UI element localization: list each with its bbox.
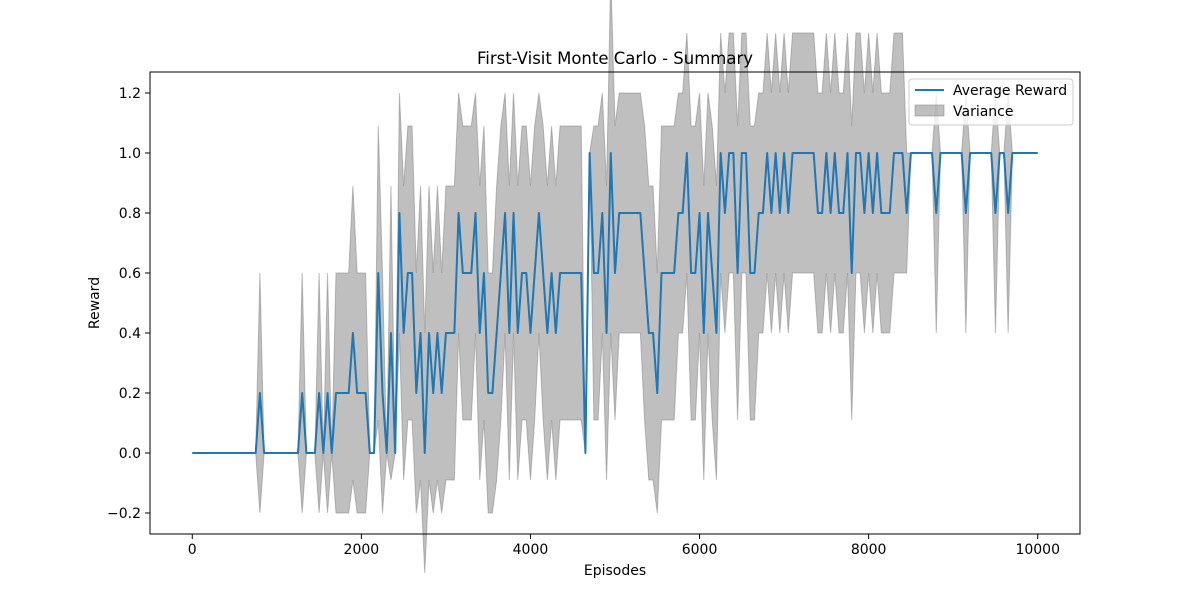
- x-tick-label: 10000: [1015, 542, 1060, 558]
- x-tick-label: 2000: [344, 542, 380, 558]
- legend-label-variance: Variance: [953, 104, 1013, 120]
- x-axis: 0 2000 4000 6000 8000 10000: [188, 534, 1060, 558]
- y-tick-label: 0.2: [119, 386, 141, 402]
- y-tick-label: 0.8: [119, 206, 141, 222]
- x-axis-label: Episodes: [584, 563, 646, 579]
- legend-band-icon: [914, 104, 945, 117]
- x-tick-label: 8000: [851, 542, 887, 558]
- y-tick-label: 1.0: [119, 146, 141, 162]
- y-tick-label: 0.6: [119, 266, 141, 282]
- y-tick-label: 1.2: [119, 86, 141, 102]
- y-tick-label: 0.4: [119, 326, 141, 342]
- chart-title: First-Visit Monte Carlo - Summary: [477, 49, 753, 68]
- average-reward-line: [192, 152, 1038, 454]
- legend-label-average-reward: Average Reward: [953, 83, 1067, 99]
- y-axis: −0.2 0.0 0.2 0.4 0.6 0.8 1.0 1.2: [107, 86, 150, 522]
- x-tick-label: 4000: [513, 542, 549, 558]
- legend: Average Reward Variance: [908, 78, 1074, 126]
- x-tick-label: 6000: [682, 542, 718, 558]
- legend-box: [908, 78, 1074, 126]
- x-tick-label: 0: [188, 542, 197, 558]
- y-tick-label: −0.2: [107, 506, 141, 522]
- axes-frame: [149, 71, 1081, 535]
- y-tick-label: 0.0: [119, 446, 141, 462]
- variance-band: [192, 0, 1038, 574]
- y-axis-label: Reward: [87, 277, 103, 329]
- plot-area: [192, 0, 1038, 574]
